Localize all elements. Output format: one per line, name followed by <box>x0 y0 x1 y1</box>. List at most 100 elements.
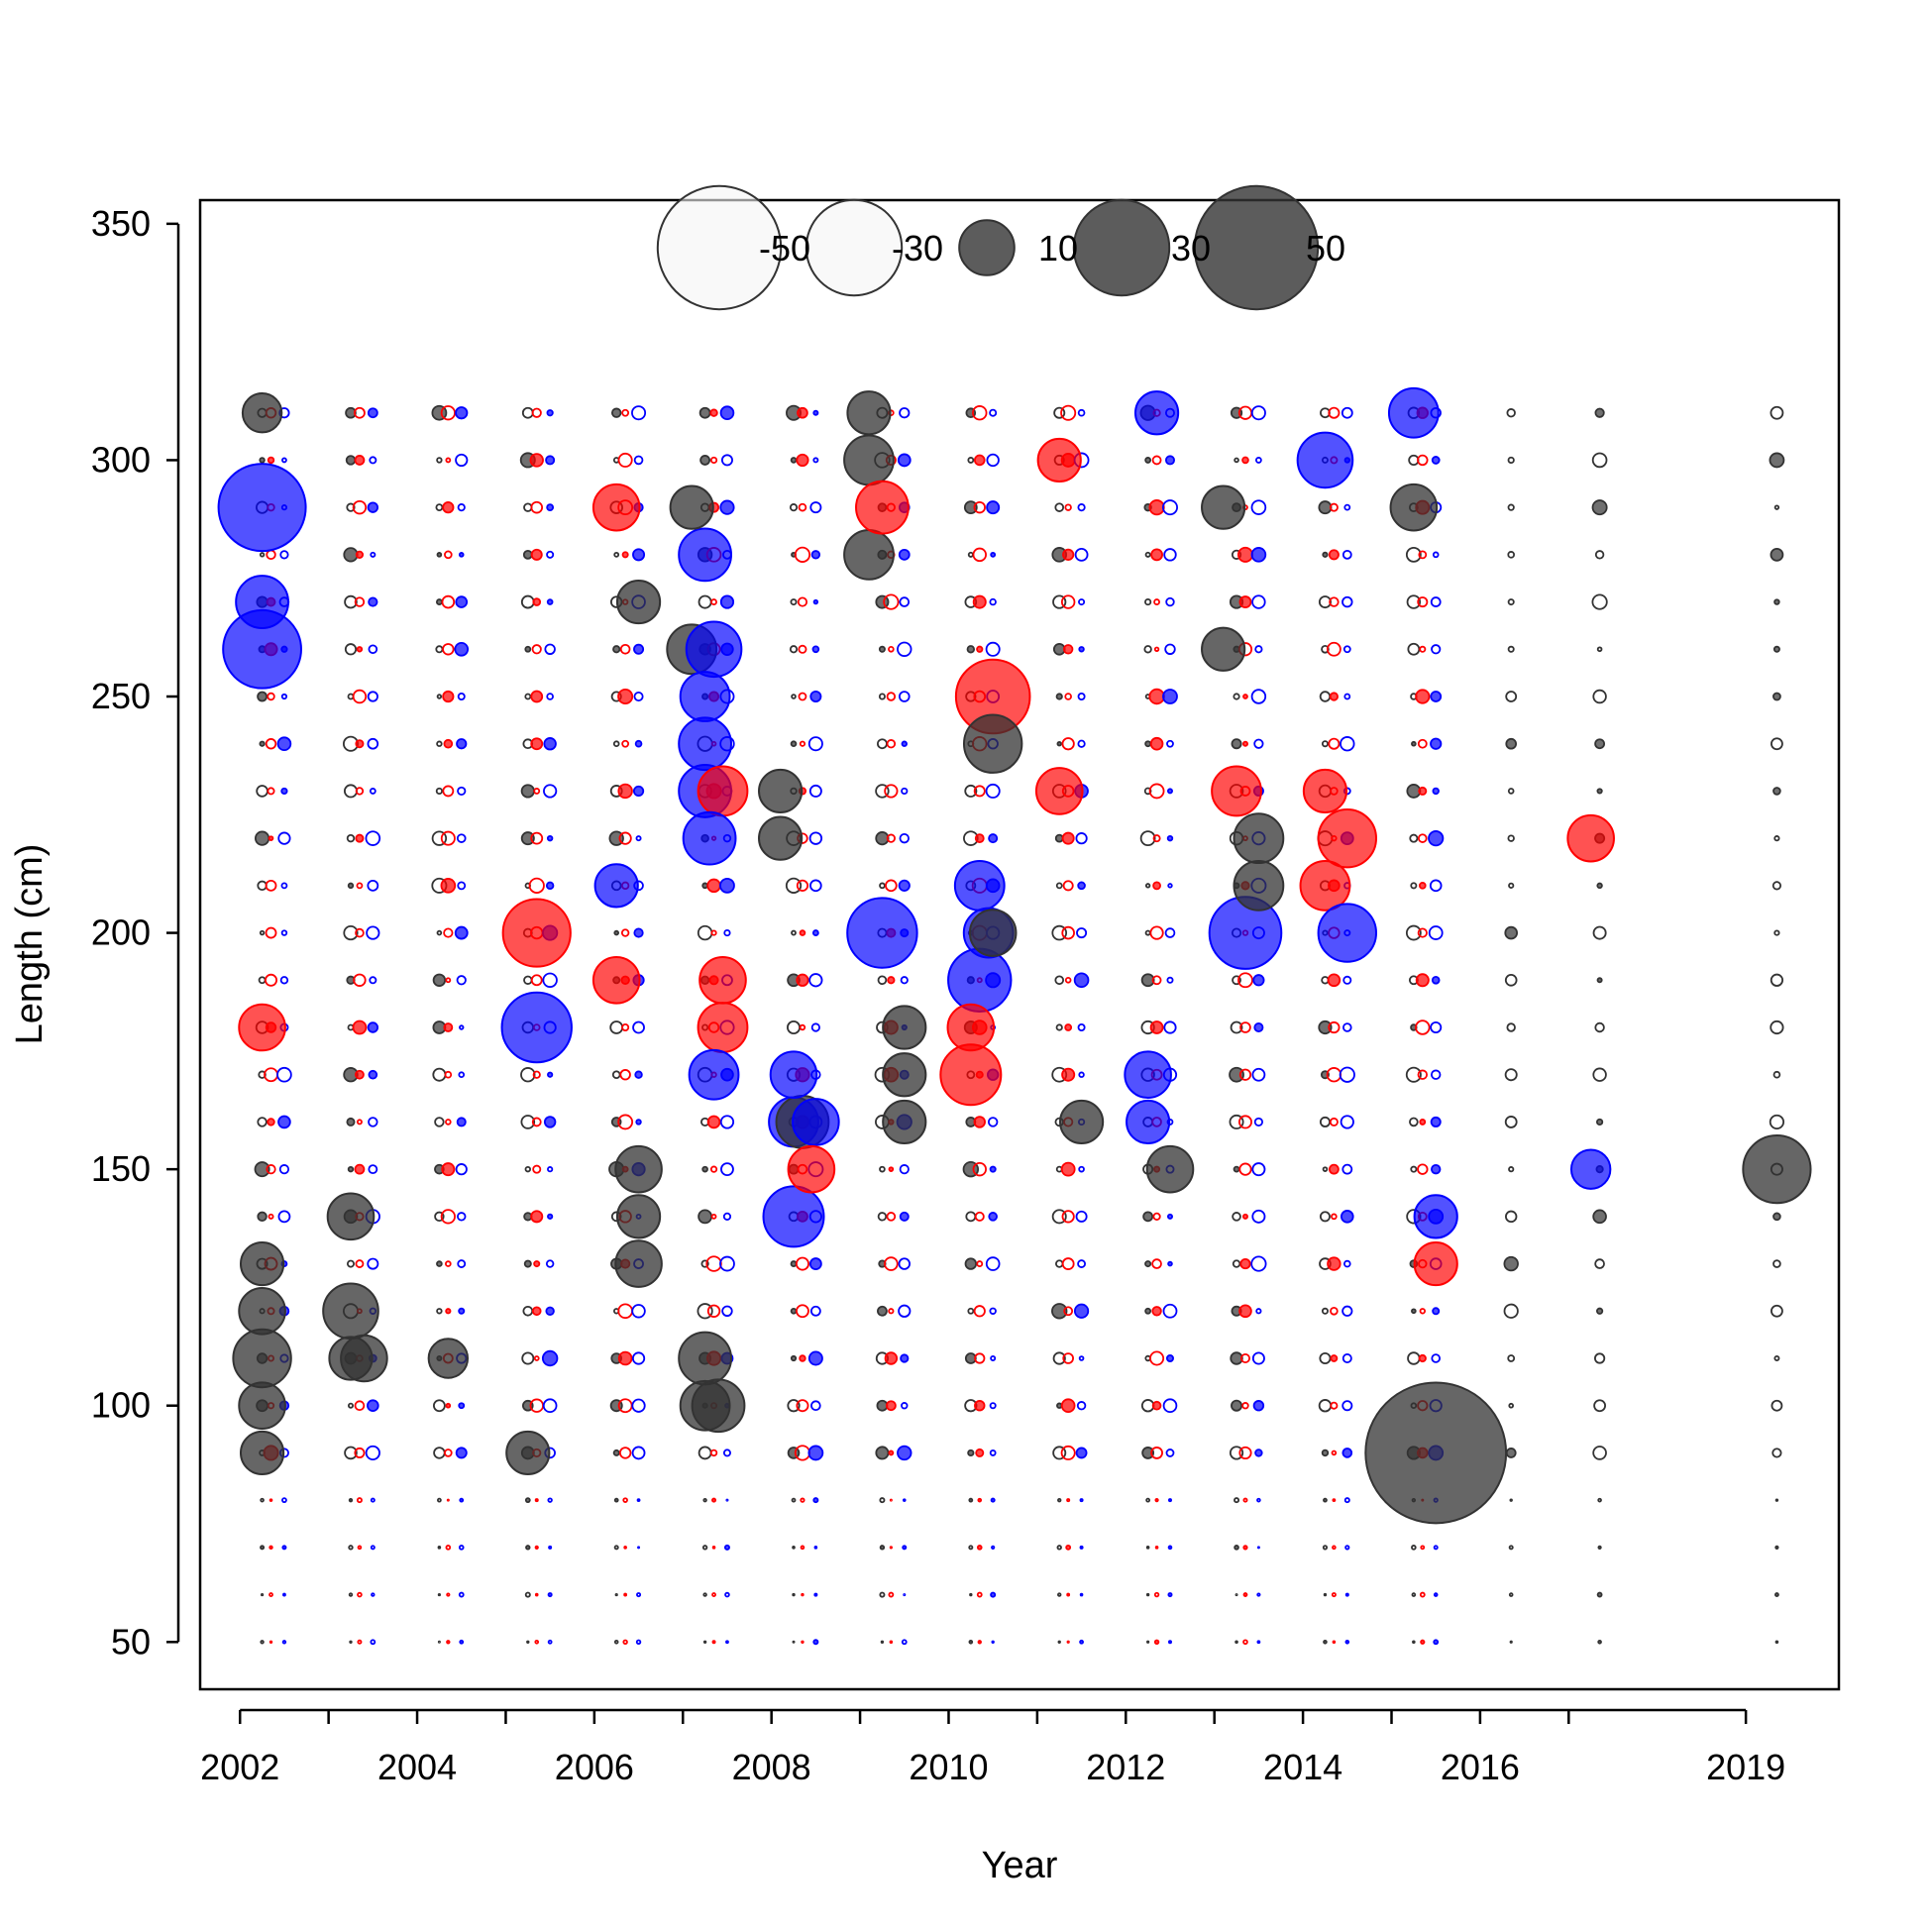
bubble-small <box>1417 454 1429 467</box>
bubble-small <box>1343 693 1351 700</box>
bubble-small <box>973 454 986 467</box>
bubble-small <box>1420 1639 1426 1645</box>
bubble-small <box>534 1545 539 1550</box>
bubble-small <box>530 690 544 703</box>
bubble-small <box>546 550 555 559</box>
bubble-small <box>789 645 799 654</box>
bubble-small <box>525 1545 531 1551</box>
bubble-small <box>967 1307 975 1315</box>
bubble-small <box>1151 455 1162 466</box>
bubble-small <box>266 1164 276 1175</box>
bubble-small <box>885 879 898 893</box>
bubble-small <box>1596 646 1603 653</box>
bubble-small <box>618 831 632 845</box>
bubble-small <box>1407 1351 1421 1365</box>
bubble-small <box>1321 740 1329 748</box>
bubble-small <box>547 1071 554 1078</box>
bubble-small <box>440 878 457 894</box>
bubble-small <box>720 454 733 467</box>
x-axis-label: Year <box>982 1845 1058 1886</box>
bubble-small <box>442 690 455 703</box>
bubble-small <box>1418 550 1428 560</box>
bubble-small <box>888 1449 895 1456</box>
bubble-small <box>801 1640 805 1644</box>
bubble-small <box>991 1640 995 1644</box>
bubble-small <box>1077 503 1086 512</box>
bubble-small <box>899 596 911 607</box>
bubble-small <box>1165 1449 1175 1457</box>
bubble-small <box>1076 1401 1087 1411</box>
bubble-small <box>1508 1402 1514 1409</box>
bubble-small <box>266 549 276 561</box>
bubble-small <box>1504 1116 1518 1128</box>
bubble-small <box>346 1259 355 1268</box>
bubble-small <box>877 1305 888 1317</box>
bubble-small <box>1167 1498 1172 1503</box>
bubble-small <box>617 1350 633 1366</box>
bubble-small <box>1077 408 1086 417</box>
bubble-small <box>801 1592 805 1597</box>
bubble-small <box>1250 689 1267 704</box>
bubble-small <box>1055 882 1063 890</box>
bubble-small <box>352 499 368 515</box>
bubble-small <box>1150 1447 1163 1459</box>
bubble-small <box>810 550 821 560</box>
bubble-small <box>370 1497 376 1503</box>
bubble-small <box>813 1546 818 1550</box>
bubble-small <box>1507 503 1515 511</box>
bubble-small <box>899 832 910 844</box>
bubble-small <box>1061 831 1075 845</box>
bubble-small <box>1229 1446 1244 1460</box>
bubble-small <box>631 1304 646 1319</box>
bubble-small <box>1060 1161 1076 1177</box>
bubble-small <box>1153 598 1160 605</box>
bubble-small <box>902 1545 908 1551</box>
bubble-small <box>521 1351 535 1365</box>
bubble-small <box>1066 1498 1071 1503</box>
bubble-small <box>1318 1020 1333 1035</box>
bubble-small <box>371 1592 376 1597</box>
data-bubble <box>846 390 892 436</box>
bubble-small <box>722 1449 731 1457</box>
bubble-small <box>901 787 909 796</box>
bubble-small <box>1149 1020 1164 1034</box>
bubble-small <box>1144 597 1152 606</box>
bubble-small <box>436 929 443 936</box>
bubble-small <box>435 645 444 654</box>
bubble-small <box>1433 1545 1439 1551</box>
bubble-small <box>797 406 808 419</box>
bubble-small <box>458 1307 466 1315</box>
bubble-small <box>265 926 277 939</box>
bubble-small <box>1166 834 1174 842</box>
bubble-small <box>523 1259 532 1268</box>
bubble-small <box>436 457 443 464</box>
bubble-small <box>1075 832 1088 845</box>
bubble-small <box>1331 1592 1337 1598</box>
bubble-small <box>1057 1592 1062 1597</box>
bubble-small <box>813 1592 818 1597</box>
bubble-small <box>974 1400 986 1412</box>
bubble-small <box>1322 551 1329 558</box>
bubble-small <box>798 502 807 512</box>
data-bubble <box>698 955 747 1005</box>
data-bubble <box>326 1192 376 1241</box>
data-bubble <box>962 713 1023 774</box>
bubble-small <box>435 787 443 796</box>
bubble-small <box>348 1592 354 1597</box>
bubble-small <box>1507 598 1515 606</box>
bubble-small <box>1254 1449 1263 1457</box>
bubble-small <box>633 927 644 938</box>
bubble-small <box>522 549 533 560</box>
bubble-small <box>1594 738 1606 750</box>
bubble-small <box>986 500 1001 515</box>
bubble-small <box>1148 688 1165 705</box>
bubble-small <box>1772 787 1781 796</box>
bubble-small <box>1596 788 1603 795</box>
bubble-small <box>1149 925 1164 940</box>
bubble-small <box>456 833 467 843</box>
bubble-small <box>617 1303 633 1320</box>
bubble-small <box>702 1640 707 1644</box>
bubble-small <box>1231 1399 1243 1412</box>
bubble-small <box>1342 595 1353 608</box>
bubble-small <box>1592 1209 1607 1225</box>
